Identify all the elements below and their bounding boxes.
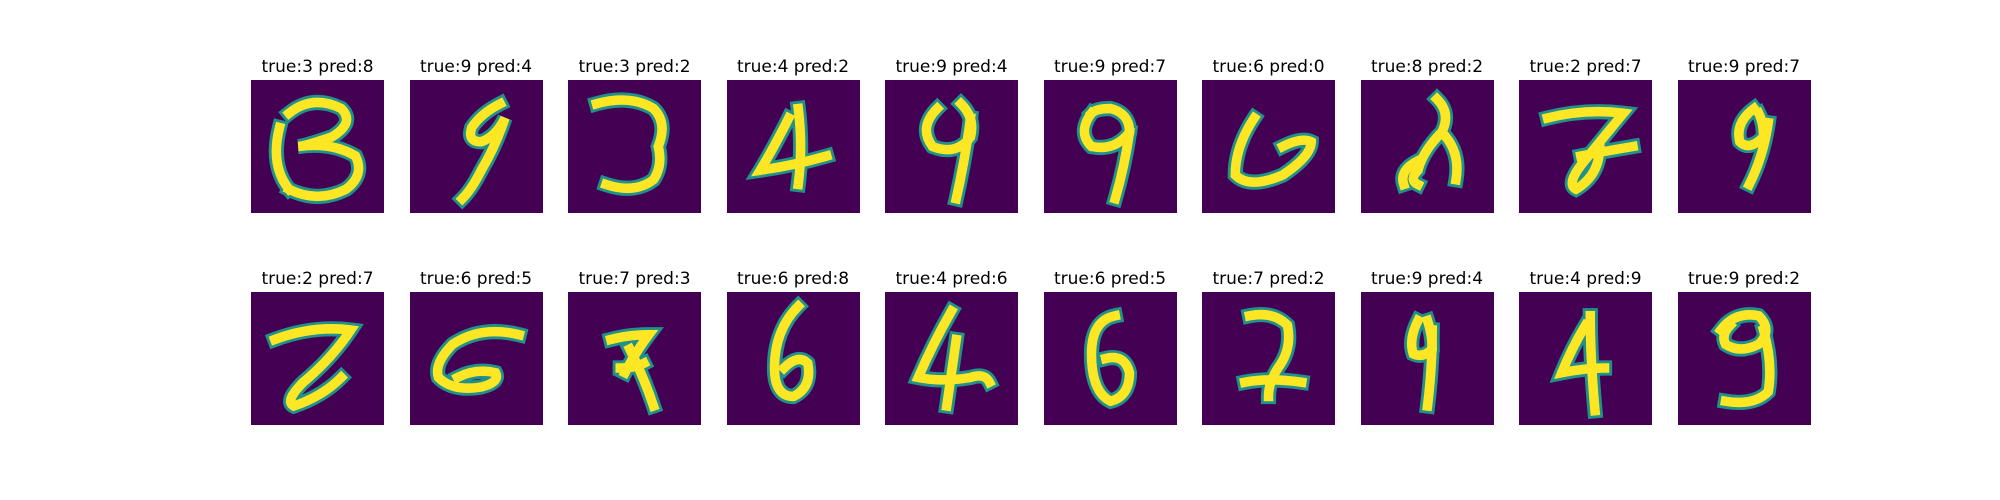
panel-title: true:9 pred:4 (895, 57, 1008, 77)
digit-image (726, 80, 860, 213)
digit-image-svg (1202, 80, 1335, 213)
digit-image-svg (1202, 292, 1335, 425)
digit-image (409, 80, 543, 213)
digit-stroke (950, 112, 976, 205)
digit-stroke (750, 111, 833, 177)
digit-stroke (1585, 310, 1601, 416)
digit-image-svg (1677, 292, 1811, 425)
digit-image-svg (1519, 80, 1652, 213)
digit-stroke (1434, 125, 1462, 186)
digit-image (1519, 292, 1652, 425)
digit-stroke (1719, 324, 1775, 408)
digit-stroke (769, 299, 813, 402)
digit-image-svg (409, 292, 543, 425)
digit-stroke (432, 326, 525, 393)
digit-stroke (590, 95, 667, 194)
panel-title: true:3 pred:2 (578, 57, 691, 77)
digit-stroke (1239, 375, 1308, 388)
digit-stroke (1397, 154, 1424, 191)
digit-image-svg (1360, 292, 1494, 425)
digit-stroke (1086, 310, 1134, 407)
digit-image (885, 292, 1018, 425)
digit-image-svg (1360, 80, 1494, 213)
digit-stroke (792, 103, 805, 190)
panel-title: true:7 pred:3 (578, 269, 691, 289)
digit-stroke (615, 356, 651, 373)
digit-stroke (1742, 117, 1774, 191)
digit-stroke (455, 97, 510, 206)
digit-stroke (282, 97, 364, 202)
digit-image-svg (251, 80, 384, 213)
panel-title: true:8 pred:2 (1370, 57, 1484, 77)
panel-title: true:9 pred:2 (1687, 269, 1801, 289)
digit-image-svg (1043, 80, 1177, 213)
panel-title: true:9 pred:4 (419, 57, 533, 77)
digit-stroke (1408, 92, 1450, 191)
panel-title: true:6 pred:8 (736, 269, 850, 289)
digit-image (568, 80, 701, 213)
digit-stroke (1230, 111, 1317, 187)
digit-image-svg (885, 292, 1018, 425)
digit-stroke (1713, 310, 1771, 354)
digit-stroke (271, 121, 296, 196)
digit-image-svg (726, 292, 860, 425)
panel-title: true:7 pred:2 (1212, 269, 1325, 289)
digit-stroke (1733, 101, 1768, 151)
digit-image-svg (726, 80, 860, 213)
digit-stroke (623, 342, 660, 413)
digit-image-svg (568, 80, 701, 213)
panel-title: true:4 pred:9 (1529, 269, 1642, 289)
digit-image (726, 292, 860, 425)
digit-image-svg (568, 292, 701, 425)
digit-image (1043, 292, 1177, 425)
panel-title: true:3 pred:8 (261, 57, 374, 77)
panel-title: true:4 pred:6 (895, 269, 1008, 289)
digit-image-svg (1519, 292, 1652, 425)
digit-image (1677, 292, 1811, 425)
image-background (251, 292, 384, 425)
digit-image (1360, 292, 1494, 425)
panel-title: true:6 pred:0 (1212, 57, 1325, 77)
digit-stroke (941, 334, 962, 412)
digit-image-svg (251, 292, 384, 425)
digit-image (251, 80, 384, 213)
panel-title: true:2 pred:7 (261, 269, 374, 289)
digit-image-svg (409, 80, 543, 213)
digit-image (409, 292, 543, 425)
digit-image (1677, 80, 1811, 213)
panel-title: true:6 pred:5 (419, 269, 533, 289)
digit-image (568, 292, 701, 425)
panel-title: true:6 pred:5 (1053, 269, 1167, 289)
digit-image (1202, 292, 1335, 425)
digit-image (1043, 80, 1177, 213)
panel-title: true:2 pred:7 (1529, 57, 1642, 77)
digit-image (885, 80, 1018, 213)
digit-image-svg (885, 80, 1018, 213)
digit-stroke (268, 324, 359, 412)
digit-image-svg (1677, 80, 1811, 213)
digit-image (251, 292, 384, 425)
image-background (409, 292, 543, 425)
digit-stroke (1108, 126, 1135, 205)
panel-title: true:4 pred:2 (736, 57, 850, 77)
digit-stroke (1541, 106, 1633, 195)
panel-title: true:9 pred:7 (1053, 57, 1167, 77)
digit-stroke (911, 304, 996, 389)
panel-title: true:9 pred:4 (1370, 269, 1484, 289)
panel-title: true:9 pred:7 (1687, 57, 1801, 77)
digit-stroke (1421, 325, 1437, 412)
digit-image-svg (1043, 292, 1177, 425)
digit-image (1519, 80, 1652, 213)
digit-image (1202, 80, 1335, 213)
digit-image (1360, 80, 1494, 213)
digit-stroke (1575, 141, 1639, 162)
